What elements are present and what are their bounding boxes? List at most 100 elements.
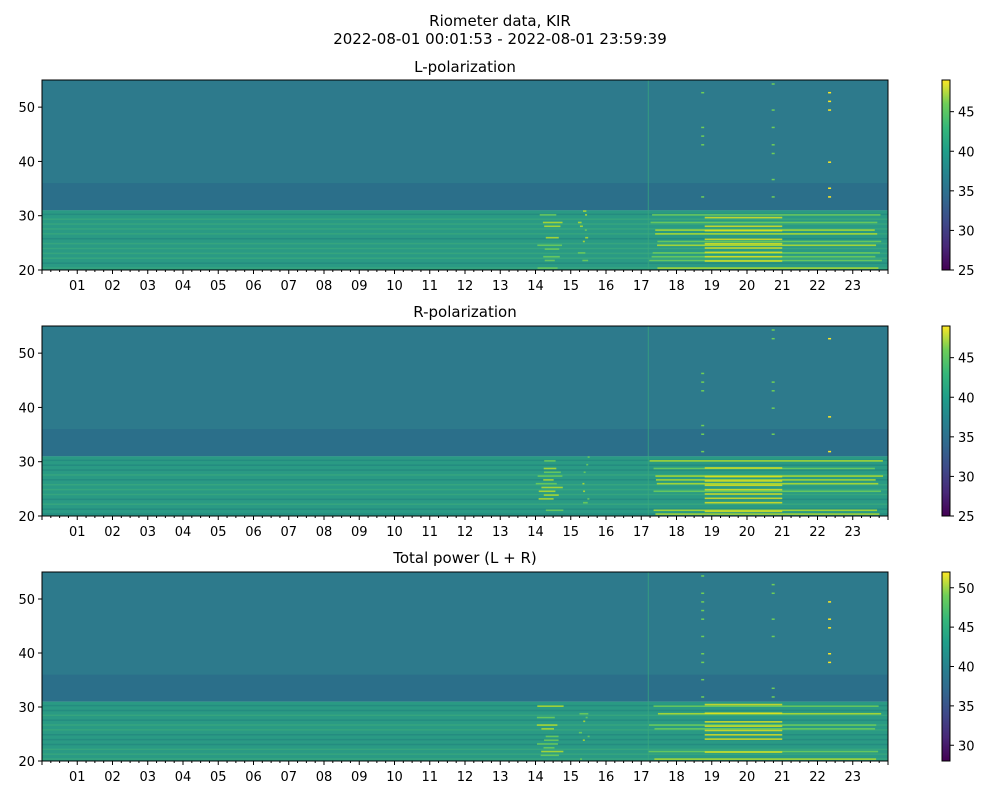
colorbar-tick-label: 45 (958, 621, 975, 636)
x-tick-label: 09 (351, 525, 368, 540)
streak (42, 247, 888, 250)
spike (828, 618, 832, 620)
x-tick-label: 14 (527, 525, 544, 540)
y-tick-label: 30 (18, 701, 35, 716)
x-tick-label: 03 (139, 770, 156, 785)
x-tick-label: 07 (280, 279, 297, 294)
activity-streak (577, 221, 582, 224)
spike (701, 592, 705, 595)
streak (42, 719, 888, 721)
x-tick-label: 09 (351, 770, 368, 785)
spike (771, 178, 775, 181)
activity-streak (540, 754, 559, 757)
colorbar-tick-label: 45 (958, 106, 975, 121)
y-tick-label: 50 (18, 101, 35, 116)
activity-streak (545, 236, 559, 239)
activity-streak (582, 739, 585, 741)
activity-streak (543, 746, 555, 749)
activity-core (704, 497, 783, 500)
x-tick-label: 22 (809, 279, 826, 294)
y-tick-label: 20 (18, 755, 35, 770)
activity-core (704, 475, 783, 478)
activity-streak (539, 214, 557, 216)
activity-streak (583, 720, 586, 723)
x-tick-label: 19 (703, 279, 720, 294)
activity-streak (656, 482, 879, 485)
activity-streak (583, 490, 586, 493)
activity-streak (585, 236, 589, 239)
activity-streak (537, 705, 564, 707)
y-tick-label: 40 (18, 647, 35, 662)
colorbar-tick-label: 40 (958, 145, 975, 160)
spike (701, 696, 705, 698)
heatmap-panel-2: 20 30 40 50 01 02 03 04 05 06 07 08 09 10 11 12 13 14 15 16… (18, 325, 975, 540)
activity-streak (579, 712, 589, 715)
activity-streak (543, 494, 559, 496)
spike (828, 196, 832, 198)
x-tick-label: 13 (492, 525, 509, 540)
spike (771, 196, 775, 198)
spike (771, 618, 775, 620)
activity-streak (544, 248, 560, 250)
activity-core (704, 734, 783, 736)
spike (771, 390, 775, 392)
streak (42, 464, 888, 466)
x-tick-label: 12 (457, 279, 474, 294)
streak (42, 469, 888, 471)
spike (701, 609, 705, 612)
spike (771, 687, 775, 690)
streak (42, 714, 888, 717)
activity-streak (587, 456, 590, 458)
spike (701, 196, 705, 198)
spike (701, 424, 705, 427)
x-tick-label: 17 (633, 770, 650, 785)
spike (701, 390, 705, 392)
heatmap-upper-dark-band (42, 674, 888, 702)
activity-core (704, 229, 783, 232)
x-tick-label: 14 (527, 770, 544, 785)
activity-streak (584, 229, 587, 231)
x-tick-label: 10 (386, 279, 403, 294)
colorbar-tick-label: 40 (958, 391, 975, 406)
streak (42, 729, 888, 731)
activity-core (704, 488, 783, 491)
spike (701, 372, 705, 375)
streak (42, 724, 888, 726)
colorbar-tick-label: 25 (958, 510, 975, 525)
activity-streak (578, 731, 583, 734)
activity-core (704, 751, 783, 753)
streak (42, 513, 888, 515)
x-tick-label: 23 (844, 770, 861, 785)
activity-core (704, 242, 783, 245)
y-tick-label: 30 (18, 456, 35, 471)
x-tick-label: 16 (598, 525, 615, 540)
streak (42, 483, 888, 486)
x-tick-label: 11 (421, 279, 438, 294)
activity-streak (587, 735, 590, 738)
spike (771, 696, 775, 698)
activity-core (704, 493, 783, 495)
activity-streak (587, 498, 590, 500)
heatmap-lower-band (42, 456, 888, 516)
streak (42, 237, 888, 240)
x-tick-label: 12 (457, 770, 474, 785)
x-tick-label: 13 (492, 279, 509, 294)
activity-streak (655, 513, 880, 515)
spike (771, 337, 775, 340)
activity-streak (579, 225, 583, 228)
y-tick-label: 50 (18, 347, 35, 362)
activity-streak (545, 509, 564, 512)
spike (701, 635, 705, 638)
spike (701, 144, 705, 146)
spike (701, 126, 705, 129)
y-tick-label: 20 (18, 510, 35, 525)
activity-streak (544, 460, 556, 462)
x-tick-label: 09 (351, 279, 368, 294)
activity-core (704, 703, 783, 706)
spike (771, 83, 775, 85)
activity-streak (653, 490, 882, 493)
colorbar-tick-label: 40 (958, 661, 975, 676)
activity-streak (543, 255, 560, 258)
activity-core (704, 238, 783, 241)
